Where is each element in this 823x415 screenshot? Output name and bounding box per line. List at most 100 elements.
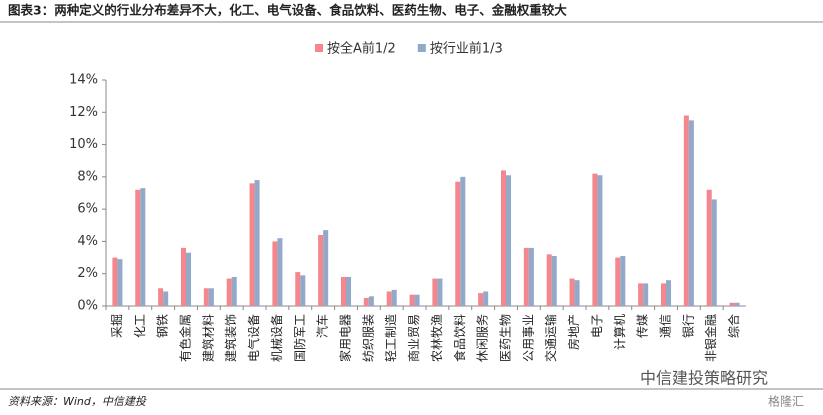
x-tick-label: 化工 [133, 314, 147, 338]
bar [592, 173, 598, 306]
bar [615, 257, 621, 306]
bar [295, 272, 301, 306]
bar [620, 255, 626, 306]
x-tick-label: 休闲服务 [475, 314, 490, 362]
bar [208, 288, 214, 306]
bar [666, 280, 672, 306]
x-tick-label: 国防军工 [292, 314, 307, 362]
x-tick-label: 银行 [681, 314, 695, 338]
bar [574, 280, 580, 306]
bar [135, 189, 141, 306]
x-tick-label: 机械设备 [269, 314, 284, 362]
y-tick-label: 0% [77, 299, 98, 314]
bar [706, 189, 712, 306]
bar [506, 175, 512, 306]
y-tick-label: 2% [77, 266, 98, 281]
x-tick-label: 采掘 [109, 314, 124, 338]
x-tick-label: 钢铁 [156, 314, 170, 338]
bar [318, 234, 324, 306]
bar [478, 293, 484, 306]
x-tick-label: 电气设备 [246, 314, 261, 362]
bar [437, 278, 443, 306]
y-tick-label: 14% [69, 73, 98, 88]
x-tick-label: 纺织服装 [361, 314, 375, 362]
bar [186, 252, 192, 306]
bar [597, 175, 603, 306]
bar [643, 283, 649, 306]
bar [277, 238, 283, 306]
bar [346, 276, 352, 306]
bar [414, 294, 420, 306]
watermark-logo: 格隆汇 [768, 394, 804, 409]
bar [140, 188, 146, 306]
x-tick-label: 农林牧渔 [430, 314, 444, 362]
bar [729, 302, 735, 306]
bar [688, 120, 694, 306]
bar [300, 275, 306, 306]
x-tick-label: 交通运输 [543, 314, 558, 362]
bar [203, 288, 209, 306]
bar [386, 291, 392, 306]
bar [734, 302, 740, 306]
bar [569, 278, 575, 306]
y-tick-label: 4% [77, 234, 98, 249]
watermark: 中信建投策略研究 [640, 369, 768, 388]
bar [272, 241, 278, 306]
x-tick-label: 通信 [659, 314, 673, 338]
bar [323, 230, 329, 306]
bar [112, 257, 118, 306]
legend-label: 按全A前1/2 [327, 41, 396, 57]
bar [711, 199, 717, 306]
bar [409, 294, 415, 306]
bar [683, 115, 689, 306]
x-tick-label: 综合 [726, 314, 741, 338]
bar [432, 278, 438, 306]
x-tick-label: 电子 [590, 314, 604, 338]
x-tick-label: 轻工制造 [384, 314, 398, 362]
y-tick-label: 12% [69, 105, 98, 120]
y-tick-label: 10% [69, 137, 98, 152]
bar [546, 254, 552, 306]
legend-label: 按行业前1/3 [430, 41, 503, 57]
x-tick-label: 建筑装饰 [223, 314, 238, 362]
bar [551, 255, 557, 306]
x-tick-label: 家用电器 [338, 314, 353, 362]
bar [180, 247, 186, 306]
x-tick-label: 汽车 [315, 314, 330, 338]
bar [368, 296, 374, 306]
bar [158, 288, 164, 306]
x-tick-label: 公用事业 [521, 314, 535, 362]
bar [340, 276, 346, 306]
y-tick-label: 8% [77, 169, 98, 184]
legend-swatch [315, 44, 323, 52]
bar [249, 183, 255, 306]
bar [254, 180, 260, 306]
x-tick-label: 传媒 [635, 314, 650, 338]
chart-title: 图表3：两种定义的行业分布差异不大，化工、电气设备、食品饮料、医药生物、电子、金… [8, 3, 567, 18]
bar [363, 297, 369, 306]
x-tick-label: 食品饮料 [452, 314, 467, 362]
bar [483, 291, 489, 306]
bar [455, 181, 461, 306]
x-tick-label: 商业贸易 [406, 314, 421, 362]
bar [500, 170, 506, 306]
bar [523, 247, 529, 306]
x-tick-label: 有色金属 [178, 314, 193, 362]
bar [391, 289, 397, 306]
bar [460, 176, 466, 306]
x-tick-label: 医药生物 [499, 314, 513, 362]
y-tick-label: 6% [77, 202, 98, 217]
legend-swatch [417, 44, 426, 52]
bar [231, 276, 237, 306]
x-tick-label: 建筑材料 [200, 314, 215, 362]
bar [117, 259, 123, 306]
bar [660, 283, 666, 306]
x-tick-label: 房地产 [566, 314, 581, 350]
bar [163, 291, 169, 306]
x-tick-label: 计算机 [612, 314, 627, 350]
x-tick-label: 非银金融 [703, 314, 718, 362]
bar [638, 283, 644, 306]
bar [226, 278, 232, 306]
bar [528, 247, 534, 306]
